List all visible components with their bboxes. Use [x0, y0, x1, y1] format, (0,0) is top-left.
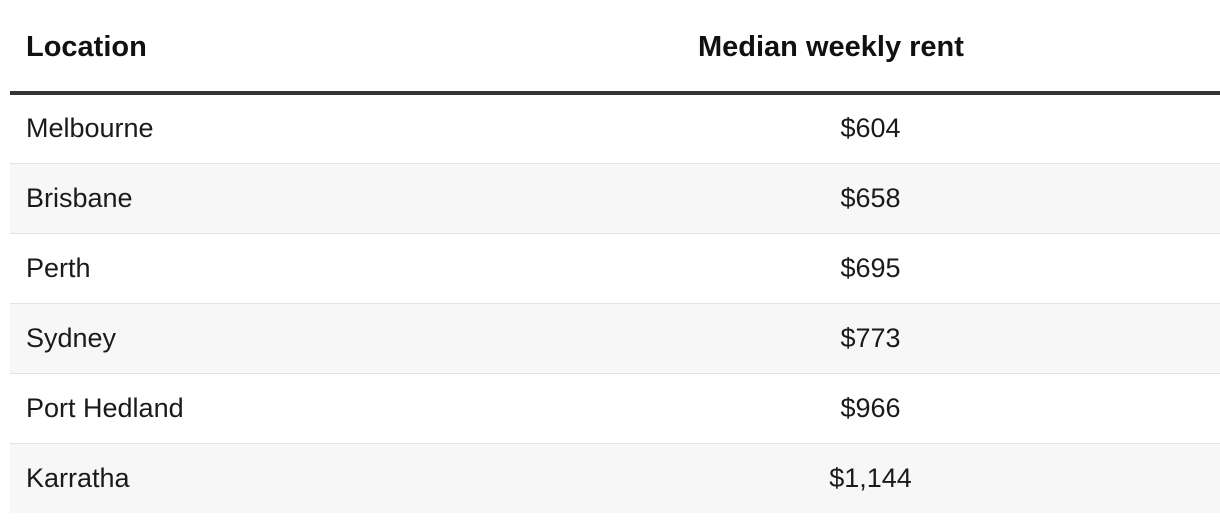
column-header-median-weekly-rent: Median weekly rent	[610, 0, 1220, 95]
location-cell: Brisbane	[10, 163, 610, 234]
table-header: Location Median weekly rent	[10, 0, 1220, 95]
table-row: Sydney $773	[10, 303, 1220, 374]
location-cell: Port Hedland	[10, 373, 610, 444]
table-row: Melbourne $604	[10, 93, 1220, 164]
rent-cell: $604	[610, 93, 1220, 164]
rent-cell: $773	[610, 303, 1220, 374]
table-row: Karratha $1,144	[10, 443, 1220, 513]
header-row: Location Median weekly rent	[10, 0, 1220, 95]
location-cell: Karratha	[10, 443, 610, 513]
table-row: Brisbane $658	[10, 163, 1220, 234]
table-body: Melbourne $604 Brisbane $658 Perth $695 …	[10, 93, 1220, 513]
rent-cell: $1,144	[610, 443, 1220, 513]
table-row: Port Hedland $966	[10, 373, 1220, 444]
rent-table: Location Median weekly rent Melbourne $6…	[10, 0, 1220, 513]
location-cell: Perth	[10, 233, 610, 304]
column-header-location: Location	[10, 0, 610, 95]
table-row: Perth $695	[10, 233, 1220, 304]
location-cell: Melbourne	[10, 93, 610, 164]
location-cell: Sydney	[10, 303, 610, 374]
rent-table-container: Location Median weekly rent Melbourne $6…	[10, 0, 1220, 513]
rent-cell: $658	[610, 163, 1220, 234]
rent-cell: $695	[610, 233, 1220, 304]
rent-cell: $966	[610, 373, 1220, 444]
